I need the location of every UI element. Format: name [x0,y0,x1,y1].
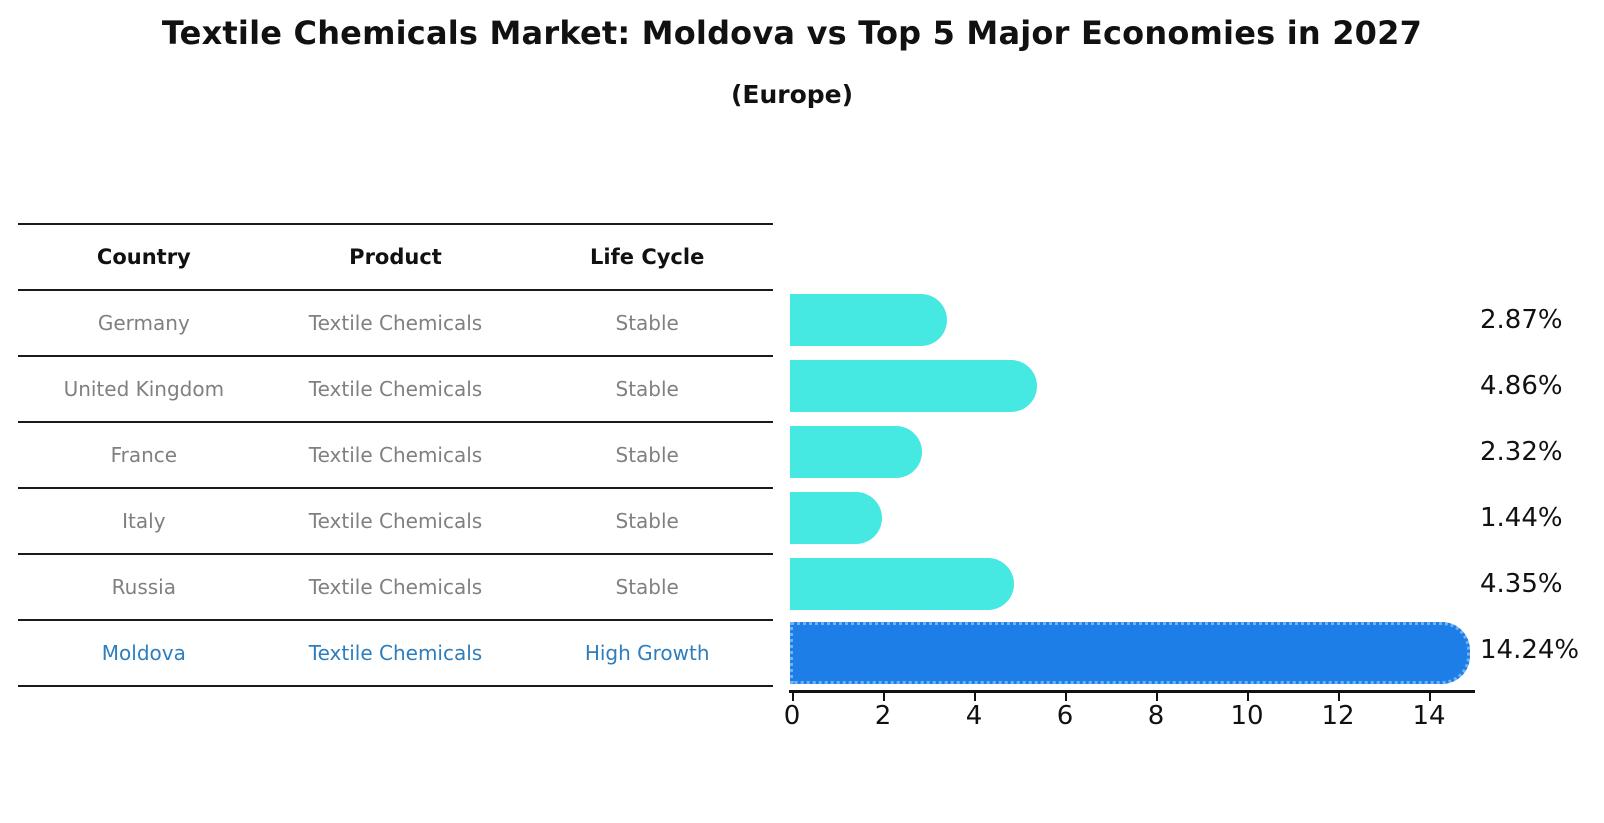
x-axis-tick [1338,692,1340,701]
table-cell-product: Textile Chemicals [308,575,483,599]
table-cell-country: Germany [97,311,190,335]
table-cell-life-cycle: Stable [615,509,679,533]
bar-france [790,426,922,478]
table-cell-product: Textile Chemicals [308,311,483,335]
chart-title: Textile Chemicals Market: Moldova vs Top… [161,14,1423,52]
bar-united-kingdom [790,360,1038,412]
x-axis-tick-label: 6 [1056,701,1074,731]
table-cell-life-cycle: Stable [615,575,679,599]
x-axis-tick-label: 0 [783,701,801,731]
table-cell-product: Textile Chemicals [308,641,483,665]
table-header-row: Country Product Life Cycle [18,223,773,289]
table-header-cell: Life Cycle [590,245,705,269]
table-cell-life-cycle: High Growth [584,641,710,665]
table-cell-life-cycle: Stable [615,443,679,467]
table-cell-life-cycle: Stable [615,311,679,335]
x-axis-tick [883,692,885,701]
value-label: 2.87% [1480,305,1563,335]
x-axis-tick [792,692,794,701]
country-table: Country Product Life Cycle Germany Textile … [18,223,773,687]
table-cell-country: France [110,443,178,467]
x-axis-tick-label: 2 [874,701,892,731]
x-axis-line [789,690,1475,693]
table-row: France Textile Chemicals Stable [18,421,773,487]
x-axis-tick [1065,692,1067,701]
x-axis-tick [974,692,976,701]
bar-russia [790,558,1014,610]
value-label: 4.86% [1480,371,1563,401]
x-axis-tick [1156,692,1158,701]
table-cell-product: Textile Chemicals [308,377,483,401]
x-axis-tick-label: 12 [1321,701,1355,731]
chart-subtitle: (Europe) [730,80,854,109]
x-axis-tick [1429,692,1431,701]
x-axis-tick-label: 4 [965,701,983,731]
value-label: 4.35% [1480,569,1563,599]
value-label: 14.24% [1480,635,1580,665]
x-axis-tick-label: 14 [1412,701,1446,731]
table-cell-country: Moldova [101,641,186,665]
table-row: Moldova Textile Chemicals High Growth [18,619,773,685]
table-cell-product: Textile Chemicals [308,443,483,467]
bar-highlight-moldova [790,622,1470,684]
bar-italy [790,492,882,544]
value-label: 2.32% [1480,437,1563,467]
table-row: Germany Textile Chemicals Stable [18,289,773,355]
table-cell-life-cycle: Stable [615,377,679,401]
table-row: United Kingdom Textile Chemicals Stable [18,355,773,421]
x-axis-tick [1247,692,1249,701]
table-cell-country: Russia [111,575,176,599]
table-cell-product: Textile Chemicals [308,509,483,533]
table-row: Italy Textile Chemicals Stable [18,487,773,553]
x-axis-tick-label: 10 [1230,701,1264,731]
table-header-cell: Country [96,245,191,269]
value-label: 1.44% [1480,503,1563,533]
bar-germany [790,294,947,346]
table-row: Russia Textile Chemicals Stable [18,553,773,619]
table-cell-country: Italy [122,509,166,533]
table-header-cell: Product [349,245,442,269]
table-cell-country: United Kingdom [63,377,225,401]
x-axis-tick-label: 8 [1147,701,1165,731]
